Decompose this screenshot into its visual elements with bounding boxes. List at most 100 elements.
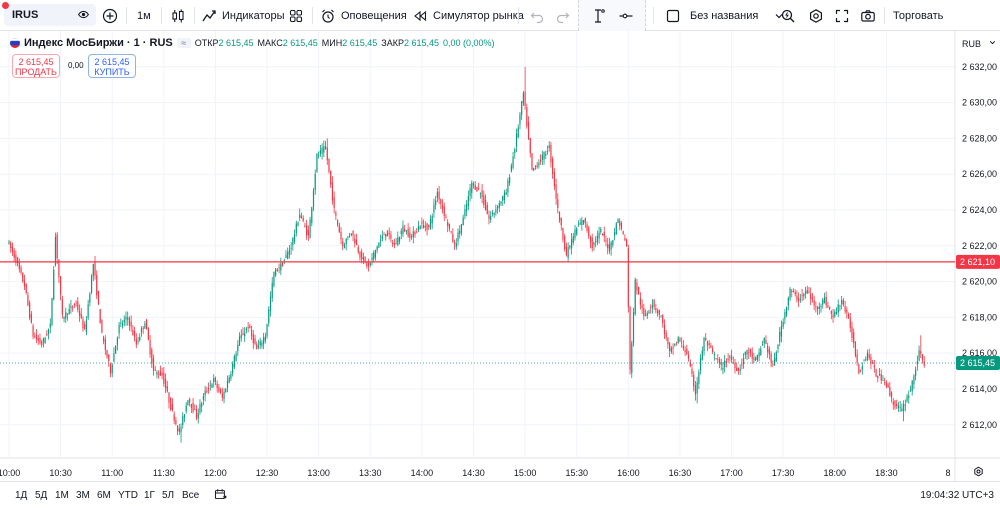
- replace-series-icon[interactable]: ≈: [176, 38, 191, 48]
- candle-body: [178, 428, 180, 432]
- text-cursor-icon[interactable]: [590, 8, 606, 24]
- candle-body: [97, 290, 100, 305]
- candle-body: [567, 247, 569, 258]
- candle-body: [696, 382, 698, 394]
- fullscreen-button[interactable]: [834, 0, 850, 31]
- undo-button[interactable]: [529, 0, 545, 31]
- candle-body: [311, 207, 313, 224]
- candle-body: [844, 306, 846, 312]
- date-range-button[interactable]: [214, 488, 227, 504]
- symbol-search[interactable]: IRUS: [2, 2, 96, 26]
- candle-body: [23, 280, 26, 287]
- candle-body: [443, 206, 445, 217]
- candle-body: [913, 375, 915, 385]
- replay-button[interactable]: Симулятор рынка: [412, 0, 524, 31]
- candle-body: [254, 338, 256, 344]
- alarm-clock-icon: [320, 8, 336, 24]
- layout-menu-button[interactable]: Без названия: [665, 0, 787, 31]
- buy-button[interactable]: 2 615,45 КУПИТЬ: [88, 54, 136, 78]
- candle-body: [720, 362, 722, 365]
- time-tick-label: 10:00: [0, 468, 20, 478]
- candle-body: [18, 262, 20, 269]
- candle-body: [240, 334, 242, 339]
- timeframe-button[interactable]: 5Д: [35, 490, 48, 501]
- candle-body: [476, 186, 478, 192]
- sell-button[interactable]: 2 615,45 ПРОДАТЬ: [12, 54, 60, 78]
- series-title[interactable]: Индекс МосБиржи · 1 · RUS: [24, 37, 173, 49]
- candle-body: [163, 372, 165, 384]
- candle-body: [345, 239, 347, 245]
- candle-body: [777, 344, 779, 350]
- timeframe-button[interactable]: 1Г: [144, 490, 155, 501]
- indicators-button[interactable]: Индикаторы: [201, 0, 285, 31]
- candle-body: [816, 307, 819, 310]
- candle-body: [775, 352, 777, 362]
- candle-body: [527, 121, 530, 139]
- candle-body: [651, 305, 654, 308]
- candle-body: [295, 223, 297, 234]
- chart-canvas[interactable]: 2 632,00 2 630,00 2 628,00 2 626,00 2 624,00…: [0, 31, 1000, 481]
- timeframe-button[interactable]: YTD: [118, 490, 138, 501]
- layout-square-icon: [665, 8, 681, 24]
- time-tick-label: 16:30: [669, 468, 692, 478]
- candle-body: [362, 257, 364, 260]
- timeframe-button[interactable]: Все: [182, 490, 200, 501]
- redo-button[interactable]: [555, 0, 571, 31]
- candle-body: [261, 342, 263, 346]
- candle-body: [600, 229, 602, 232]
- candle-body: [349, 235, 351, 237]
- candle-body: [209, 385, 211, 387]
- timeframe-button[interactable]: 3М: [76, 490, 90, 501]
- candle-body: [670, 347, 672, 352]
- candle-body: [724, 360, 726, 368]
- candle-body: [464, 209, 466, 217]
- candle-body: [608, 243, 611, 252]
- candle-body: [421, 221, 423, 224]
- candle-body: [414, 231, 416, 235]
- chart-type-button[interactable]: [170, 0, 186, 31]
- candle-body: [127, 317, 129, 320]
- candle-body: [796, 296, 798, 300]
- candle-body: [187, 400, 189, 406]
- candle-body: [552, 158, 554, 174]
- candle-body: [27, 294, 29, 306]
- horizontal-ray-icon[interactable]: [618, 8, 634, 24]
- interval-button[interactable]: 1м: [137, 0, 151, 31]
- candle-body: [882, 380, 884, 381]
- snapshot-button[interactable]: [860, 0, 876, 31]
- candle-body: [560, 217, 562, 226]
- chart-settings-button[interactable]: [808, 0, 824, 31]
- candle-body: [803, 293, 805, 297]
- clock-timezone[interactable]: 19:04:32 UTC+3: [920, 490, 994, 501]
- timeframe-button[interactable]: 5Л: [162, 490, 175, 501]
- time-scale-settings-icon[interactable]: [973, 466, 984, 480]
- candle-body: [650, 307, 652, 309]
- timeframe-button[interactable]: 1М: [55, 490, 69, 501]
- candle-body: [591, 237, 593, 249]
- candle-body: [770, 353, 772, 363]
- quick-search-button[interactable]: [780, 0, 796, 31]
- timeframe-button[interactable]: 1Д: [15, 490, 28, 501]
- price-scale-currency[interactable]: RUB: [962, 39, 982, 49]
- candle-body: [510, 165, 512, 172]
- candle-body: [115, 345, 117, 354]
- candle-body: [412, 231, 414, 238]
- alerts-button[interactable]: Оповещения: [320, 0, 407, 31]
- trade-button[interactable]: Торговать: [893, 0, 943, 31]
- candle-body: [149, 340, 151, 355]
- candle-body: [854, 342, 857, 356]
- candle-body: [276, 269, 278, 271]
- last-price-badge: [956, 356, 1000, 371]
- candle-body: [242, 333, 244, 336]
- compare-button[interactable]: [102, 0, 118, 31]
- candle-body: [214, 377, 217, 382]
- templates-button[interactable]: [288, 0, 304, 31]
- candle-body: [263, 337, 265, 344]
- candle-body: [60, 276, 62, 295]
- candle-body: [223, 391, 225, 400]
- candle-body: [139, 336, 141, 341]
- price-chart[interactable]: 2 632,00 2 630,00 2 628,00 2 626,00 2 624,00…: [0, 31, 1000, 481]
- timeframe-button[interactable]: 6М: [97, 490, 111, 501]
- candle-body: [636, 282, 638, 291]
- candle-body: [832, 314, 834, 318]
